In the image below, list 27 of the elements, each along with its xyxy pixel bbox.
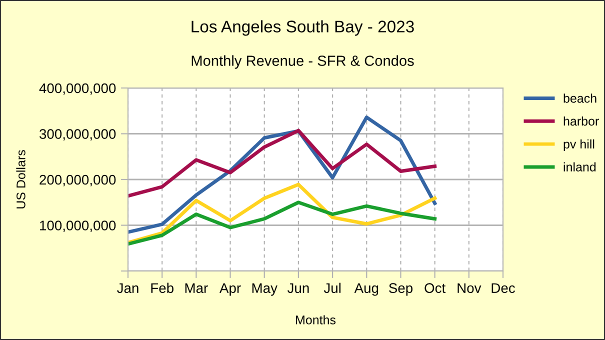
x-tick-label: May (252, 283, 278, 296)
legend-label: harbor (564, 116, 599, 126)
x-tick-label: Jun (287, 283, 309, 294)
x-tick-label: Jul (324, 282, 340, 294)
y-tick-label: 200,000,000 (40, 174, 116, 186)
y-tick-label: 400,000,000 (39, 83, 116, 95)
line-series (128, 182, 437, 244)
line-series (128, 200, 437, 246)
x-tick-label: Feb (151, 282, 174, 294)
legend-label: pv hill (564, 139, 594, 152)
x-tick-label: Jan (117, 283, 138, 294)
x-tick-label: Oct (424, 283, 446, 294)
x-tick-label: Apr (219, 283, 241, 296)
x-tick-label: Nov (458, 283, 482, 294)
y-tick-label: 100,000,000 (40, 220, 116, 232)
legend-label: inland (564, 162, 596, 172)
x-tick-label: Mar (185, 283, 208, 294)
x-axis-title: Months (296, 315, 336, 324)
y-tick-label: 300,000,000 (39, 129, 116, 141)
x-tick-label: Aug (354, 283, 378, 296)
chart-subtitle: Monthly Revenue - SFR & Condos (192, 55, 414, 69)
x-tick-label: Dec (492, 283, 515, 294)
x-tick-label: Sep (389, 283, 412, 296)
y-axis-title: US Dollars (16, 150, 26, 208)
chart-title: Los Angeles South Bay - 2023 (192, 20, 414, 36)
line-series (128, 128, 437, 198)
legend-label: beach (564, 94, 596, 103)
